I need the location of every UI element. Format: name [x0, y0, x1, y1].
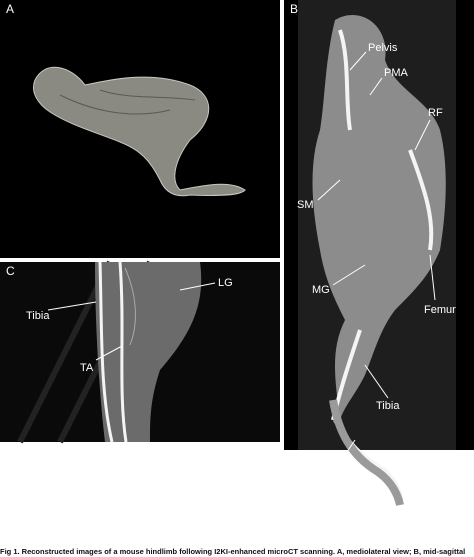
panel-a: A	[0, 0, 280, 258]
pointer	[47, 301, 97, 311]
label: Pelvis	[368, 42, 398, 54]
pointer	[179, 282, 216, 291]
bone	[331, 29, 434, 501]
label: MG	[312, 284, 330, 296]
panel-b: B Pelvis PMA RF SM MG Femur Tibia Metata…	[284, 0, 474, 509]
label: PMA	[384, 67, 409, 79]
panel-letter: A	[6, 2, 14, 16]
pointer	[95, 345, 123, 361]
pointer	[414, 119, 431, 151]
panel-c: C Tibia LG TA	[0, 260, 280, 444]
label: Metatarsals	[288, 497, 345, 509]
limb-section	[312, 14, 446, 420]
pointer	[332, 264, 366, 286]
label: Femur	[424, 304, 456, 316]
pointer	[349, 51, 367, 71]
label: SM	[297, 199, 314, 211]
label: TA	[80, 362, 94, 374]
label: Tibia	[26, 310, 50, 322]
panel-letter: B	[290, 2, 298, 16]
label: RF	[428, 107, 443, 119]
muscle-detail	[59, 89, 196, 115]
pointer	[429, 254, 436, 301]
label: LG	[218, 277, 233, 289]
ta-muscle	[124, 267, 136, 346]
pointer	[317, 439, 356, 496]
label: Tibia	[376, 400, 400, 412]
caption: Fig 1. Reconstructed images of a mouse h…	[0, 547, 465, 556]
pointer	[317, 179, 341, 201]
tibia-bone	[98, 261, 128, 443]
pointer	[369, 77, 383, 96]
foot	[329, 399, 404, 506]
panel-letter: C	[6, 264, 15, 278]
pointer	[364, 364, 389, 399]
